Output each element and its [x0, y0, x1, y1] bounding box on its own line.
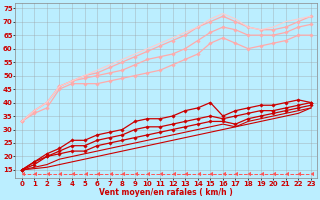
X-axis label: Vent moyen/en rafales ( km/h ): Vent moyen/en rafales ( km/h ) [100, 188, 233, 197]
